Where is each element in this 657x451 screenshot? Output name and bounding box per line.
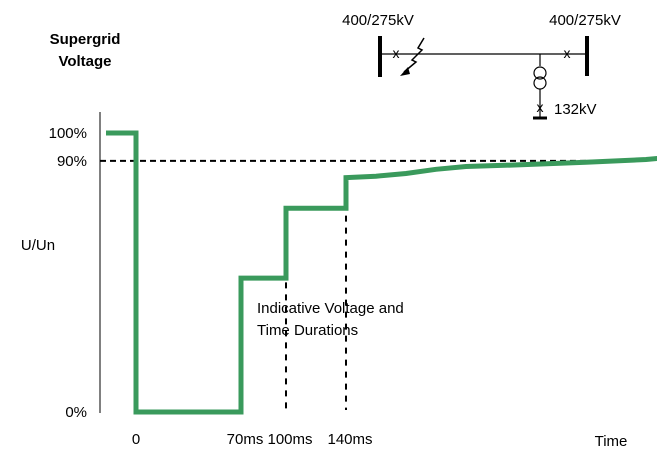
lower-voltage-label: 132kV xyxy=(554,101,597,118)
y-tick-label: 90% xyxy=(57,153,87,170)
y-tick-labels: 100% 90% 0% xyxy=(49,125,87,421)
right-busbar-voltage-label: 400/275kV xyxy=(549,12,621,29)
right-breaker-mark: x xyxy=(564,45,571,61)
x-tick-label: 140ms xyxy=(327,431,372,448)
chart-title-line-1: Supergrid xyxy=(50,31,121,48)
chart-title-line-2: Voltage xyxy=(58,53,111,70)
x-tick-label: 70ms xyxy=(227,431,264,448)
network-diagram: 400/275kV 400/275kV x x x 132kV xyxy=(342,12,621,120)
left-busbar-voltage-label: 400/275kV xyxy=(342,12,414,29)
time-markers xyxy=(285,179,347,410)
left-breaker-mark: x xyxy=(393,45,400,61)
y-tick-label: 100% xyxy=(49,125,87,142)
y-tick-label: 0% xyxy=(65,404,87,421)
x-tick-label: 100ms xyxy=(267,431,312,448)
x-tick-labels: 0 70ms 100ms 140ms xyxy=(132,431,373,448)
annotation-line-1: Indicative Voltage and xyxy=(257,300,404,317)
transformer-icon xyxy=(533,66,547,90)
annotation-line-2: Time Durations xyxy=(257,322,358,339)
voltage-curve xyxy=(106,130,657,415)
y-axis-label: U/Un xyxy=(21,237,55,254)
lower-breaker-mark: x xyxy=(537,99,544,115)
fault-arrow-icon xyxy=(400,37,425,76)
x-axis-label: Time xyxy=(595,433,628,450)
x-tick-label: 0 xyxy=(132,431,140,448)
